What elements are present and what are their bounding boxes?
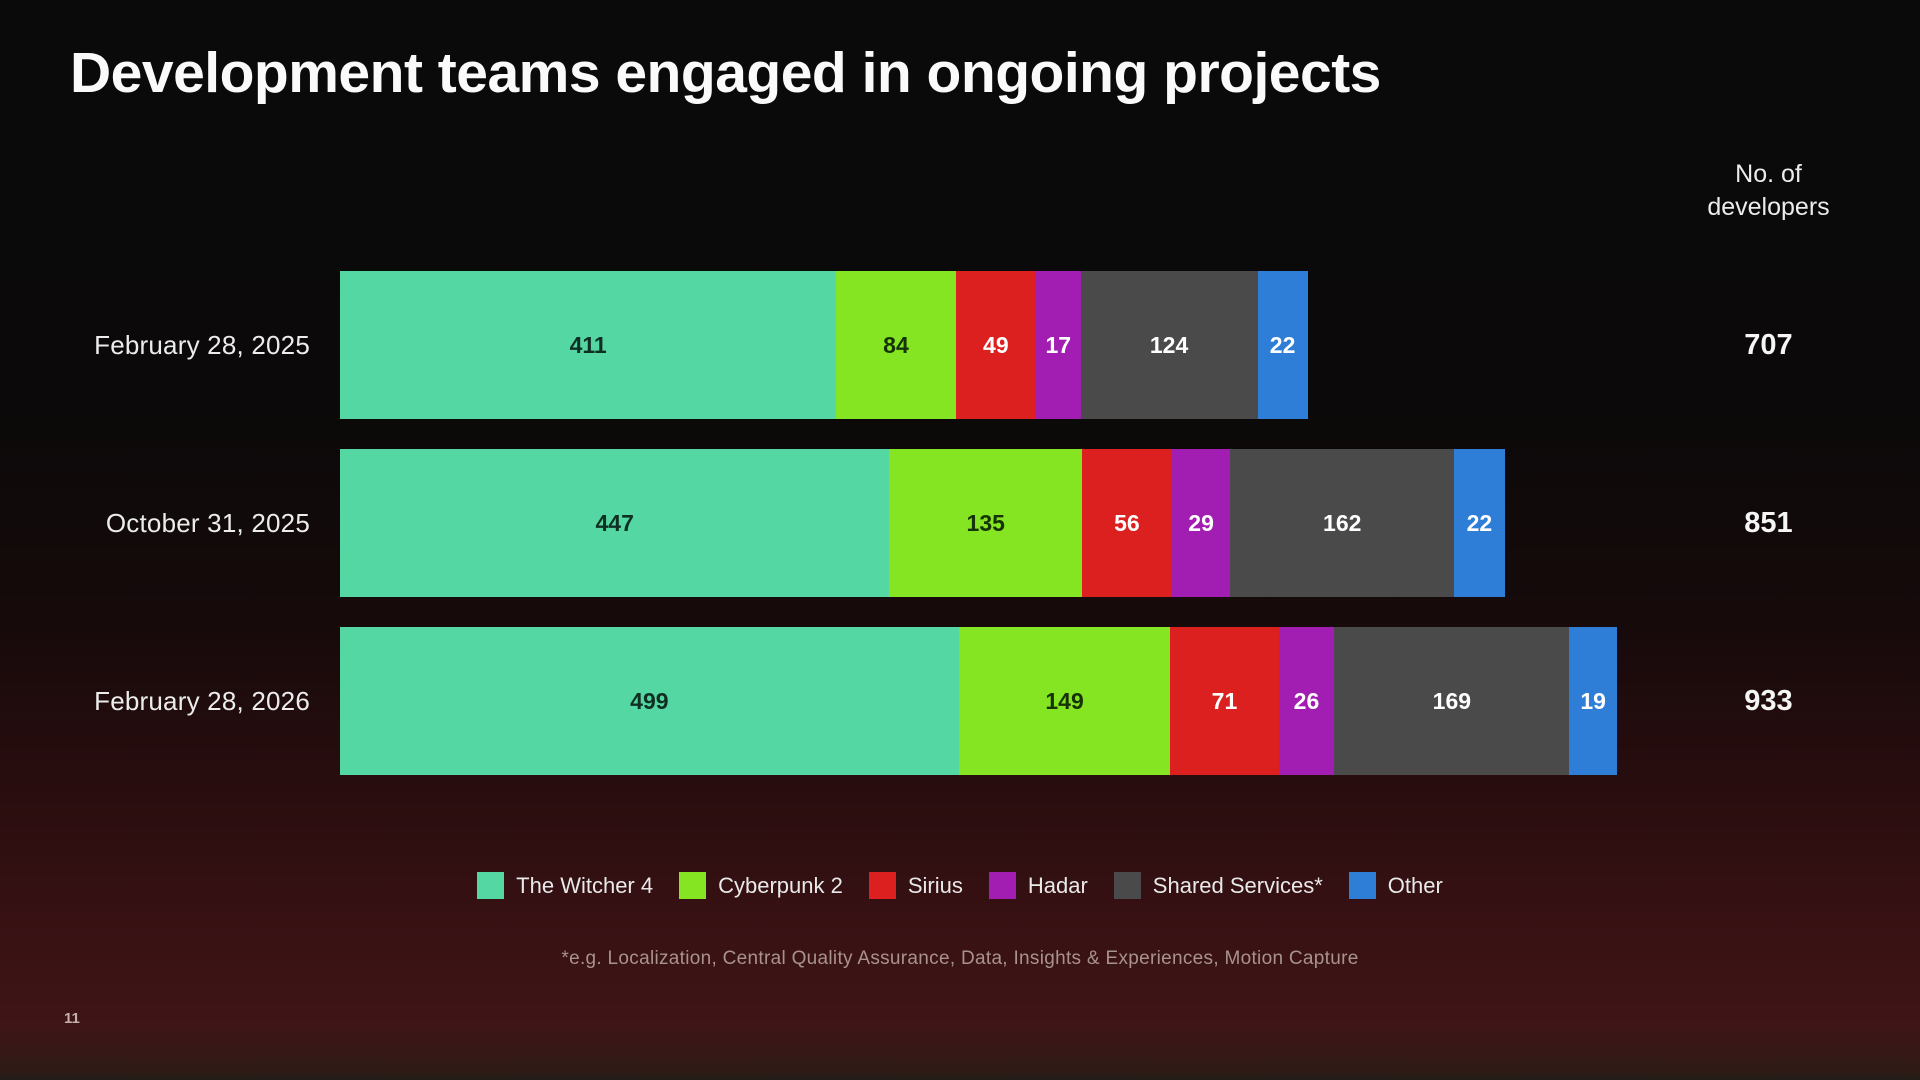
segment-value: 499: [630, 687, 669, 714]
segment-value: 71: [1211, 687, 1238, 714]
bar-segment-hadar: 26: [1278, 627, 1335, 775]
legend-swatch-icon: [1113, 872, 1141, 899]
legend-swatch-icon: [868, 872, 896, 899]
legend-swatch-icon: [679, 872, 707, 899]
legend-swatch-icon: [988, 872, 1016, 899]
bar-track: 411 84 49 17 124 22: [340, 271, 1617, 419]
chart-legend: The Witcher 4 Cyberpunk 2 Sirius Hadar Share…: [0, 872, 1920, 899]
segment-value: 26: [1293, 687, 1320, 714]
segment-value: 169: [1432, 687, 1472, 714]
bar-segment-sirius: 56: [1082, 449, 1172, 597]
stacked-bar: 447 135 56 29 162 22: [340, 449, 1505, 597]
legend-swatch-icon: [477, 872, 505, 899]
legend-label: Sirius: [907, 872, 963, 898]
legend-item-other: Other: [1348, 872, 1443, 899]
legend-label: Hadar: [1027, 872, 1088, 898]
bar-segment-sirius: 49: [955, 271, 1037, 419]
chart-row-february-28-2026: February 28, 2026 499 149 71 26 169 19 933: [0, 627, 1920, 775]
bar-segment-hadar: 29: [1171, 449, 1231, 597]
segment-value: 17: [1045, 331, 1072, 358]
bar-segment-the-witcher-4: 447: [340, 449, 890, 597]
bar-segment-cyberpunk-2: 135: [889, 449, 1083, 597]
footnote: *e.g. Localization, Central Quality Assu…: [561, 948, 1359, 969]
row-total: 707: [1744, 328, 1793, 361]
row-total: 933: [1744, 684, 1793, 717]
row-label: October 31, 2025: [105, 507, 310, 538]
segment-value: 22: [1466, 509, 1493, 536]
bar-segment-cyberpunk-2: 84: [836, 271, 956, 419]
segment-value: 135: [966, 509, 1005, 536]
bar-segment-hadar: 17: [1036, 271, 1081, 419]
bar-segment-other: 22: [1454, 449, 1505, 597]
row-label: February 28, 2026: [94, 685, 310, 716]
bar-segment-shared-services: 162: [1230, 449, 1455, 597]
axis-header: No. of developers: [1617, 158, 1920, 224]
segment-value: 49: [983, 331, 1009, 358]
segment-value: 447: [595, 509, 634, 536]
legend-label: The Witcher 4: [516, 872, 654, 898]
row-label: February 28, 2025: [94, 329, 310, 360]
legend-label: Other: [1387, 872, 1443, 898]
bar-segment-other: 19: [1569, 627, 1617, 775]
bar-segment-the-witcher-4: 411: [340, 271, 837, 419]
segment-value: 149: [1045, 687, 1084, 714]
segment-value: 29: [1188, 509, 1214, 536]
segment-value: 22: [1269, 331, 1296, 358]
legend-label: Shared Services*: [1152, 872, 1323, 898]
bar-track: 499 149 71 26 169 19: [340, 627, 1617, 775]
chart-row-february-28-2025: February 28, 2025 411 84 49 17 124 22 707: [0, 271, 1920, 419]
bar-segment-shared-services: 124: [1080, 271, 1258, 419]
page-number: 11: [64, 1010, 80, 1027]
slide-title: Development teams engaged in ongoing pro…: [70, 41, 1381, 105]
legend-swatch-icon: [1348, 872, 1376, 899]
segment-value: 84: [883, 331, 909, 358]
segment-value: 56: [1114, 509, 1140, 536]
bar-track: 447 135 56 29 162 22: [340, 449, 1617, 597]
axis-header-label: No. of developers: [1707, 160, 1830, 221]
legend-item-the-witcher-4: The Witcher 4: [477, 872, 653, 899]
bar-segment-other: 22: [1257, 271, 1308, 419]
legend-item-cyberpunk-2: Cyberpunk 2: [679, 872, 843, 899]
chart-row-october-31-2025: October 31, 2025 447 135 56 29 162 22 851: [0, 449, 1920, 597]
row-total: 851: [1744, 506, 1793, 539]
stacked-bar: 499 149 71 26 169 19: [340, 627, 1617, 775]
legend-item-sirius: Sirius: [868, 872, 963, 899]
legend-label: Cyberpunk 2: [718, 872, 843, 898]
segment-value: 162: [1323, 509, 1362, 536]
segment-value: 19: [1580, 687, 1606, 714]
stacked-bar: 411 84 49 17 124 22: [340, 271, 1308, 419]
bar-segment-sirius: 71: [1170, 627, 1279, 775]
segment-value: 411: [569, 331, 607, 358]
legend-item-hadar: Hadar: [988, 872, 1088, 899]
bar-segment-the-witcher-4: 499: [340, 627, 959, 775]
chart-rows: February 28, 2025 411 84 49 17 124 22 707 Octobe…: [0, 271, 1920, 805]
segment-value: 124: [1149, 331, 1189, 358]
legend-item-shared-services: Shared Services*: [1113, 872, 1323, 899]
bar-segment-cyberpunk-2: 149: [958, 627, 1171, 775]
bar-segment-shared-services: 169: [1334, 627, 1570, 775]
